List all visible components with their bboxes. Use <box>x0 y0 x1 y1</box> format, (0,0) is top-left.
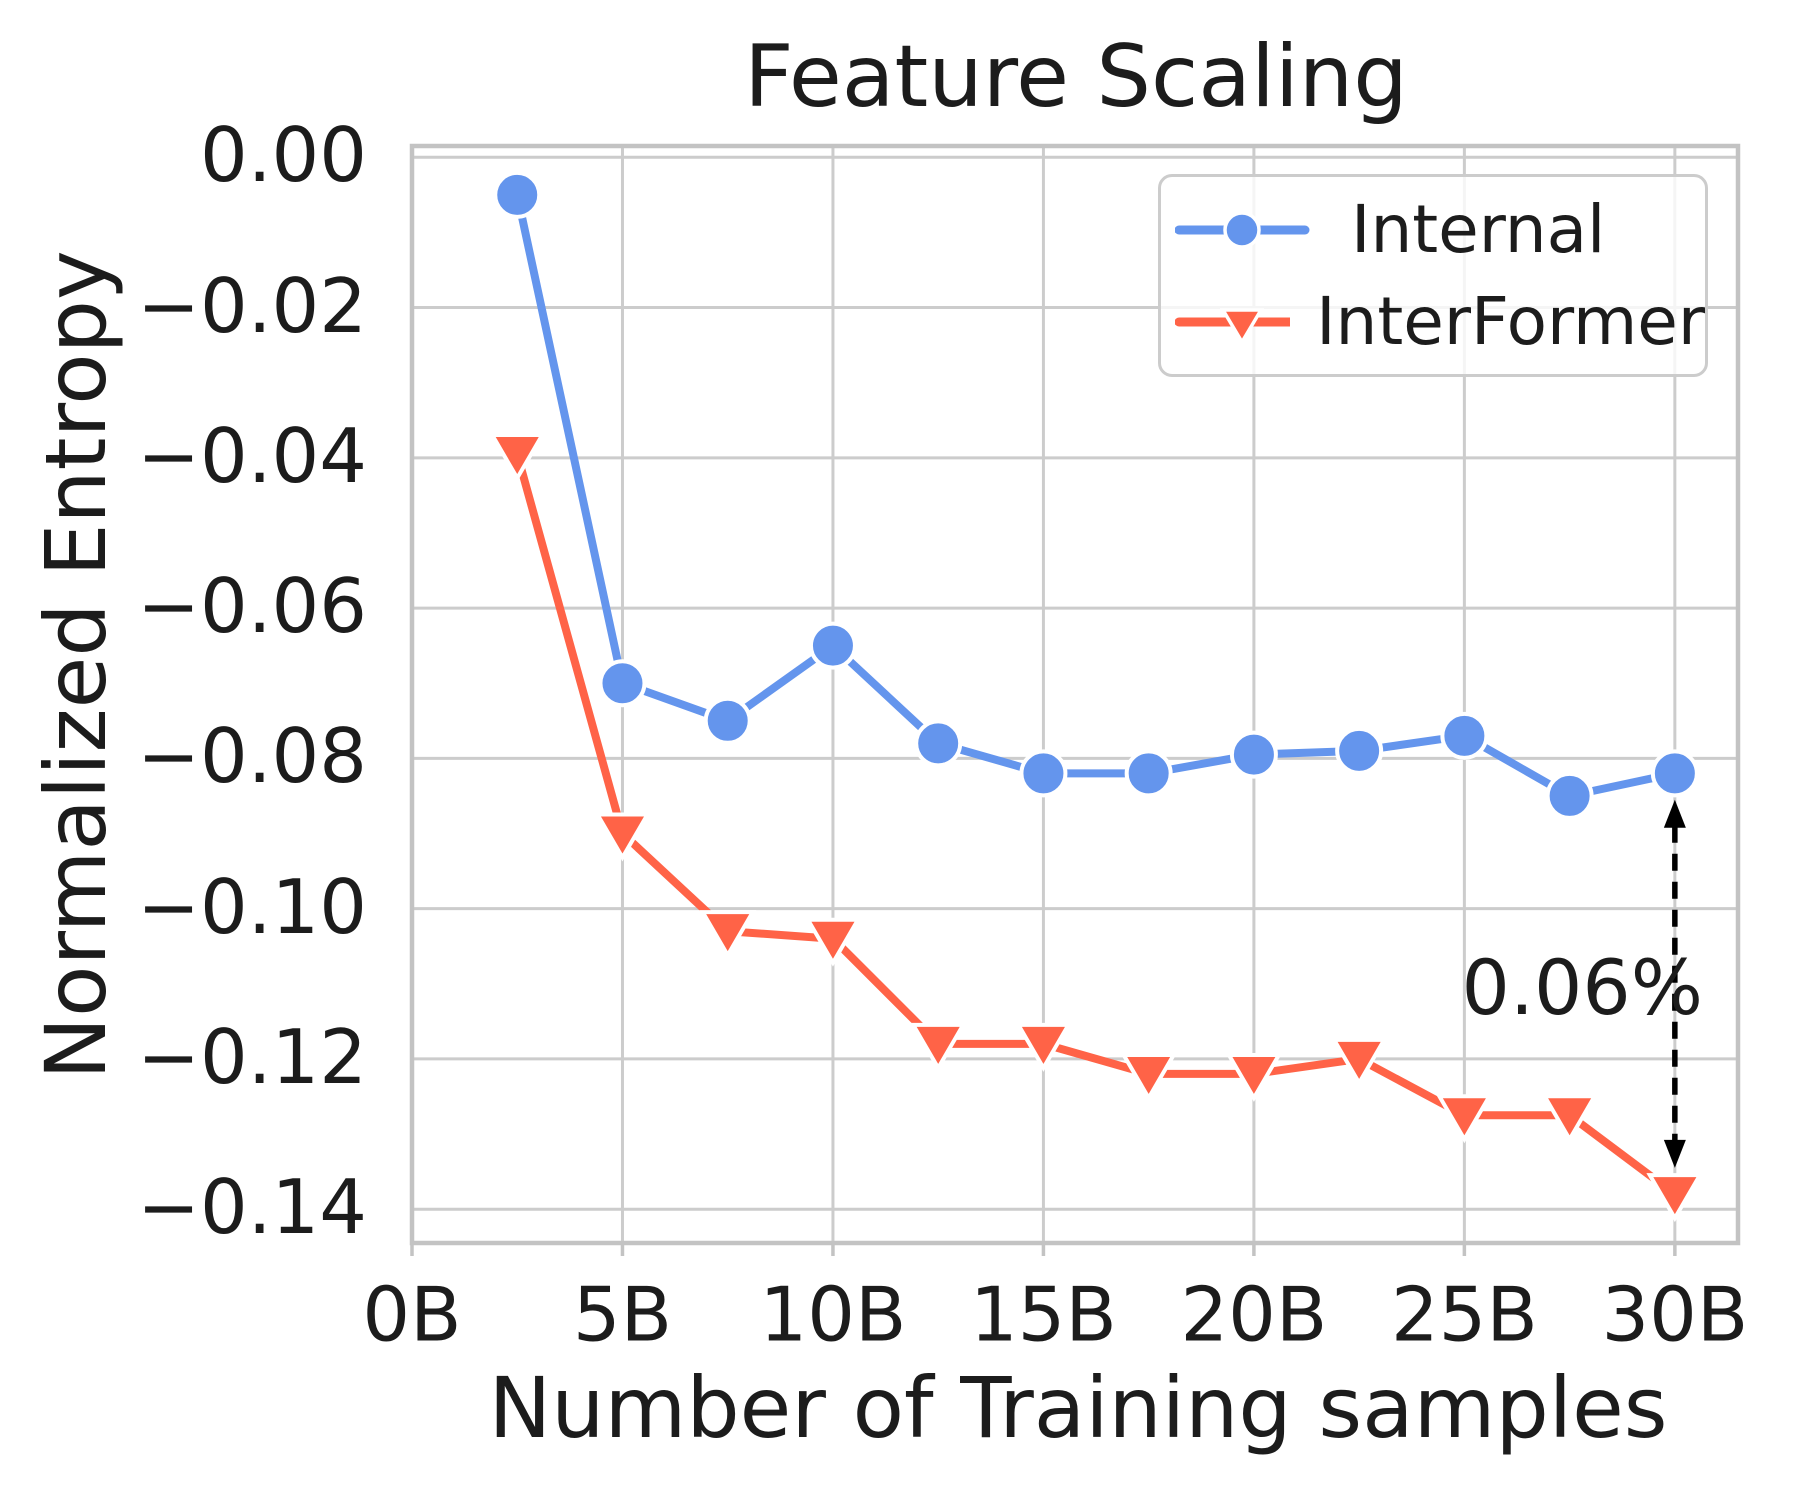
x-axis-label: Number of Training samples <box>488 1359 1668 1457</box>
legend-marker-internal-circle-icon <box>1175 210 1310 249</box>
data-point-interformer <box>1541 1094 1599 1144</box>
y-tick-label: 0.00 <box>200 111 367 200</box>
data-point-internal <box>703 696 752 745</box>
data-point-interformer <box>593 812 651 862</box>
data-point-interformer <box>1435 1094 1493 1144</box>
data-point-internal <box>493 170 542 219</box>
y-tick-label: −0.14 <box>137 1163 367 1252</box>
chart-title: Feature Scaling <box>744 27 1408 127</box>
legend-label-internal: Internal <box>1351 190 1606 268</box>
data-point-interformer <box>1330 1037 1388 1087</box>
x-tick-label: 20B <box>1180 1270 1328 1359</box>
x-tick-label: 10B <box>759 1270 907 1359</box>
data-point-interformer <box>1225 1052 1283 1102</box>
data-point-interformer <box>1646 1173 1704 1223</box>
data-point-internal <box>1019 749 1068 798</box>
data-point-internal <box>598 659 647 708</box>
y-tick-label: −0.06 <box>137 562 367 651</box>
x-tick-label: 30B <box>1601 1270 1749 1359</box>
data-point-interformer <box>909 1022 967 1072</box>
data-point-internal <box>914 719 963 768</box>
x-tick-label: 5B <box>572 1270 673 1359</box>
y-axis-label: Normalized Entropy <box>27 250 125 1080</box>
x-tick-label: 15B <box>969 1270 1117 1359</box>
gap-annotation: 0.06% <box>1461 942 1703 1032</box>
data-point-internal <box>1335 726 1384 775</box>
data-point-interformer <box>699 910 757 960</box>
data-point-internal <box>1124 749 1173 798</box>
legend-label-interformer: InterFormer <box>1316 282 1705 360</box>
y-tick-label: −0.04 <box>137 411 367 500</box>
legend-item-internal: Internal <box>1175 184 1705 276</box>
gap-arrow-head-down <box>1663 1139 1686 1168</box>
series-line-interformer <box>513 453 1678 1198</box>
data-point-internal <box>1650 749 1699 798</box>
x-tick-label: 0B <box>362 1270 462 1359</box>
x-tick-label: 25B <box>1390 1270 1538 1359</box>
legend-marker-interformer-triangle-icon <box>1175 307 1291 345</box>
gap-arrow-head-up <box>1663 799 1686 828</box>
data-point-internal <box>808 621 857 670</box>
y-tick-label: −0.02 <box>137 261 367 350</box>
data-point-interformer <box>1014 1022 1072 1072</box>
data-point-internal <box>1440 711 1489 760</box>
legend: Internal InterFormer <box>1158 174 1708 377</box>
data-point-interformer <box>488 433 546 483</box>
plot-border <box>409 143 1741 1246</box>
data-point-internal <box>1229 730 1278 779</box>
y-tick-label: −0.08 <box>137 712 367 801</box>
data-point-interformer <box>804 917 862 967</box>
y-tick-label: −0.12 <box>137 1012 367 1101</box>
y-tick-label: −0.10 <box>137 862 367 951</box>
legend-item-interformer: InterFormer <box>1175 276 1705 368</box>
data-point-interformer <box>1120 1052 1178 1102</box>
data-point-internal <box>1545 771 1594 820</box>
